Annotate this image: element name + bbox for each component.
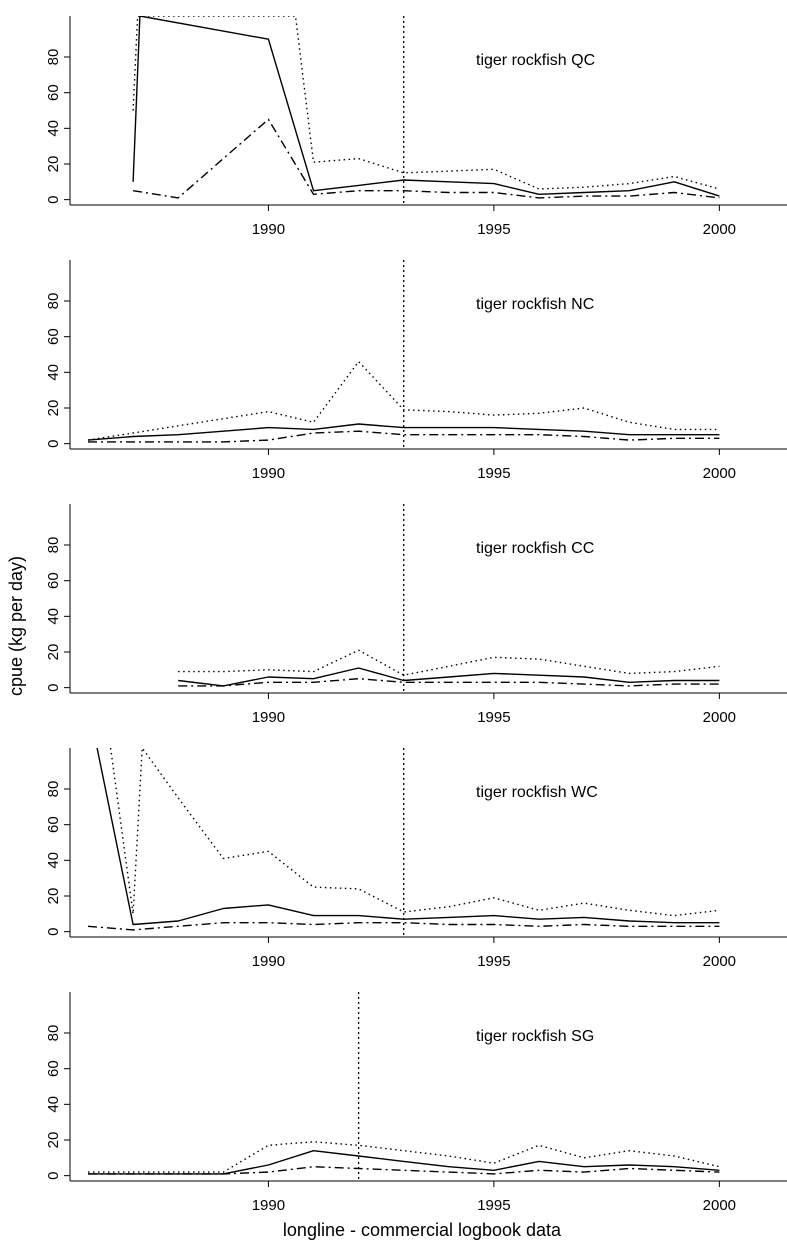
panel-title: tiger rockfish SG bbox=[476, 1028, 594, 1045]
y-tick-label: 40 bbox=[45, 852, 62, 869]
y-tick-label: 0 bbox=[45, 927, 62, 935]
series-line-dashdot bbox=[178, 678, 720, 687]
x-tick-label: 2000 bbox=[703, 709, 736, 726]
y-tick-label: 0 bbox=[45, 1171, 62, 1179]
series-line-dashdot bbox=[87, 922, 720, 931]
panel-2: 0 20 40 60 80 1990 1995 2000 tiger rockfish NC bbox=[45, 260, 787, 482]
x-tick-label: 2000 bbox=[703, 953, 736, 970]
y-tick-label: 80 bbox=[45, 537, 62, 554]
y-tick-label: 80 bbox=[45, 49, 62, 66]
series-line-dotted bbox=[88, 1141, 720, 1173]
y-tick-label: 40 bbox=[45, 120, 62, 137]
y-tick-label: 20 bbox=[45, 400, 62, 417]
series-line-dotted bbox=[87, 360, 720, 441]
series-group bbox=[178, 649, 720, 687]
x-tick-label: 2000 bbox=[703, 221, 736, 238]
x-tick-label: 1990 bbox=[252, 709, 285, 726]
y-tick-label: 80 bbox=[45, 1025, 62, 1042]
series-line-dotted bbox=[109, 748, 720, 917]
series-line-solid bbox=[88, 1149, 720, 1175]
panel-1: 0 20 40 60 80 1990 1995 2000 tiger rockfish QC bbox=[45, 16, 787, 238]
y-tick-label: 60 bbox=[45, 1060, 62, 1077]
y-tick-label: 40 bbox=[45, 608, 62, 625]
y-tick-label: 20 bbox=[45, 1132, 62, 1149]
y-tick-label: 60 bbox=[45, 816, 62, 833]
x-tick-label: 1990 bbox=[252, 465, 285, 482]
series-line-dashdot bbox=[88, 430, 720, 443]
x-tick-label: 1995 bbox=[477, 1197, 510, 1214]
y-tick-label: 20 bbox=[45, 156, 62, 173]
series-line-solid bbox=[178, 667, 720, 687]
series-group bbox=[88, 1141, 720, 1175]
series-line-solid bbox=[96, 748, 720, 926]
panel-4: 0 20 40 60 80 1990 1995 2000 tiger rockfish WC bbox=[45, 748, 787, 970]
x-tick-label: 1995 bbox=[477, 221, 510, 238]
series-group bbox=[87, 360, 720, 443]
series-group bbox=[132, 16, 720, 199]
y-axis-label: cpue (kg per day) bbox=[6, 556, 26, 696]
panel-title: tiger rockfish WC bbox=[476, 784, 598, 801]
series-group bbox=[87, 748, 720, 931]
panel-title: tiger rockfish CC bbox=[476, 540, 594, 557]
x-tick-label: 1990 bbox=[252, 221, 285, 238]
series-line-dotted bbox=[178, 649, 720, 676]
panel-5: 0 20 40 60 80 1990 1995 2000 tiger rockfish SG bbox=[45, 992, 787, 1214]
y-tick-label: 0 bbox=[45, 683, 62, 691]
y-tick-label: 20 bbox=[45, 644, 62, 661]
y-tick-label: 60 bbox=[45, 84, 62, 101]
x-tick-label: 1990 bbox=[252, 953, 285, 970]
y-tick-label: 80 bbox=[45, 781, 62, 798]
x-tick-label: 1995 bbox=[477, 465, 510, 482]
x-tick-label: 1995 bbox=[477, 709, 510, 726]
x-tick-label: 1995 bbox=[477, 953, 510, 970]
x-tick-label: 2000 bbox=[703, 1197, 736, 1214]
x-tick-label: 2000 bbox=[703, 465, 736, 482]
y-tick-label: 80 bbox=[45, 293, 62, 310]
series-line-dotted bbox=[132, 16, 720, 190]
panel-title: tiger rockfish NC bbox=[476, 296, 594, 313]
x-tick-label: 1990 bbox=[252, 1197, 285, 1214]
series-line-solid bbox=[87, 423, 720, 441]
y-tick-label: 0 bbox=[45, 439, 62, 447]
y-tick-label: 60 bbox=[45, 328, 62, 345]
series-line-dashdot bbox=[132, 118, 720, 199]
series-line-dashdot bbox=[88, 1165, 720, 1175]
x-axis-label: longline - commercial logbook data bbox=[283, 1220, 562, 1240]
series-line-solid bbox=[132, 16, 720, 197]
panel-title: tiger rockfish QC bbox=[476, 52, 595, 69]
y-tick-label: 0 bbox=[45, 195, 62, 203]
y-tick-label: 40 bbox=[45, 1096, 62, 1113]
panel-3: 0 20 40 60 80 1990 1995 2000 tiger rockfish CC bbox=[45, 504, 787, 726]
y-tick-label: 20 bbox=[45, 888, 62, 905]
y-tick-label: 60 bbox=[45, 572, 62, 589]
y-tick-label: 40 bbox=[45, 364, 62, 381]
